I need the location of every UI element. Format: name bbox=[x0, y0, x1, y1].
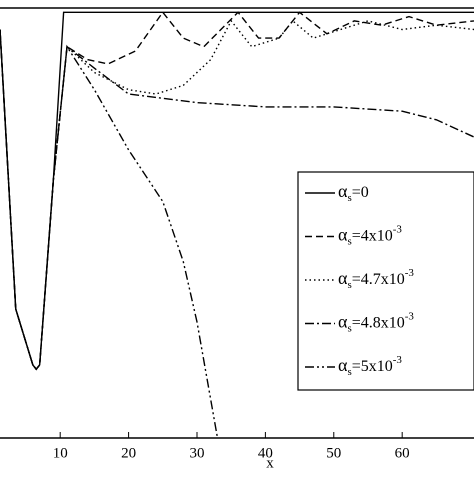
x-tick-label: 20 bbox=[121, 445, 136, 461]
series-line bbox=[0, 29, 219, 438]
legend-label-text: =4.8x10 bbox=[352, 314, 405, 331]
legend-label-symbol: α bbox=[338, 312, 348, 332]
legend-label: αs=5x10-3 bbox=[338, 354, 402, 378]
legend-label-text: =0 bbox=[352, 184, 369, 201]
legend-label-text: =4.7x10 bbox=[352, 271, 405, 288]
x-tick-label: 60 bbox=[395, 445, 410, 461]
legend-label-sup: -3 bbox=[405, 267, 415, 279]
legend-label-sup: -3 bbox=[405, 310, 415, 322]
legend-label: αs=0 bbox=[338, 181, 369, 203]
legend-label-sub: s bbox=[347, 235, 351, 247]
legend-label-sub: s bbox=[347, 192, 351, 204]
legend-label-sub: s bbox=[347, 366, 351, 378]
legend-label-symbol: α bbox=[338, 181, 348, 201]
x-axis-label: x bbox=[266, 455, 274, 471]
legend-label-sup: -3 bbox=[393, 223, 403, 235]
legend-label-text: =5x10 bbox=[352, 358, 393, 375]
x-tick-label: 30 bbox=[189, 445, 204, 461]
x-tick-label: 40 bbox=[258, 445, 273, 461]
legend-label-sub: s bbox=[347, 279, 351, 291]
series-line bbox=[0, 29, 474, 371]
legend-label-text: =4x10 bbox=[352, 227, 393, 244]
legend-label-sup: -3 bbox=[393, 354, 403, 366]
plot-area bbox=[0, 11, 474, 438]
legend-label-symbol: α bbox=[338, 355, 348, 375]
legend-label-symbol: α bbox=[338, 225, 348, 245]
legend-label: αs=4x10-3 bbox=[338, 223, 402, 247]
x-tick-label: 50 bbox=[326, 445, 341, 461]
legend-label: αs=4.8x10-3 bbox=[338, 310, 414, 334]
legend-label: αs=4.7x10-3 bbox=[338, 267, 414, 291]
legend-label-sub: s bbox=[347, 322, 351, 334]
legend bbox=[297, 171, 474, 391]
legend-label-symbol: α bbox=[338, 268, 348, 288]
x-tick-label: 10 bbox=[53, 445, 68, 461]
